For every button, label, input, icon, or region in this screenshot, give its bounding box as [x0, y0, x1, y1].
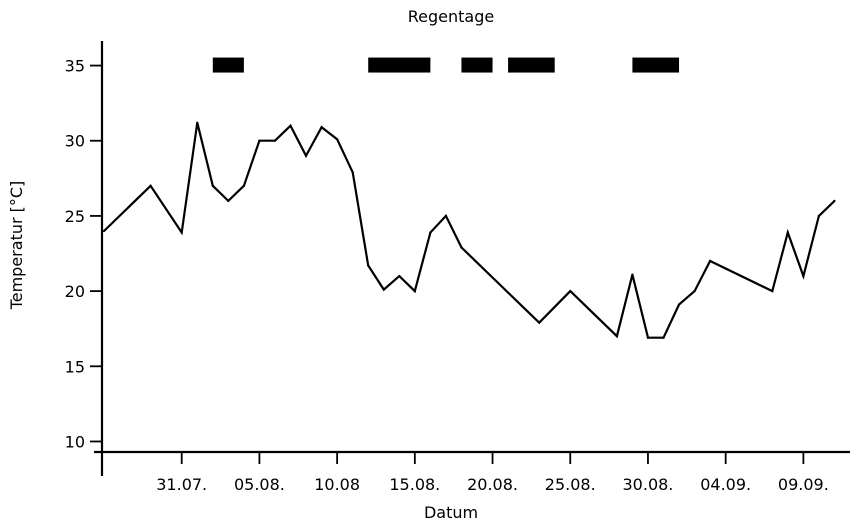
- x-axis: 31.07. 05.08. 10.08 15.08. 20.08. 25.08. 30.08…: [94, 450, 850, 494]
- rain-period-bar: [632, 57, 680, 73]
- data-point: [289, 124, 292, 127]
- data-point: [398, 274, 401, 278]
- rain-period-bar: [461, 57, 493, 73]
- data-point: [320, 126, 323, 129]
- data-point: [693, 290, 696, 293]
- data-point: [336, 138, 339, 141]
- data-point: [180, 231, 183, 234]
- data-point: [460, 246, 463, 249]
- data-point: [382, 288, 385, 291]
- data-point: [677, 303, 681, 306]
- data-point: [304, 154, 308, 157]
- data-point: [149, 184, 152, 187]
- y-axis: 10 15 20 25 30 35: [65, 41, 104, 476]
- x-tick-label: 30.08.: [623, 475, 674, 494]
- y-tick-label: 30: [65, 132, 85, 151]
- data-point: [786, 231, 789, 234]
- x-tick-label: 05.08.: [234, 475, 285, 494]
- y-tick-label: 15: [65, 357, 85, 376]
- data-point: [662, 336, 665, 339]
- rain-period-bar: [368, 57, 431, 73]
- data-point: [538, 321, 541, 324]
- data-point: [196, 121, 199, 124]
- data-point: [817, 214, 821, 218]
- data-point: [631, 273, 634, 276]
- rain-period-bar: [508, 57, 555, 73]
- x-tick-label: 04.09.: [700, 475, 751, 494]
- data-point: [413, 290, 416, 293]
- data-point: [771, 290, 774, 293]
- x-tick-label: 15.08.: [389, 475, 440, 494]
- data-point: [444, 214, 448, 218]
- temperature-points-group: [102, 121, 836, 339]
- data-point: [351, 171, 354, 174]
- data-point: [227, 199, 230, 202]
- y-tick-label: 25: [65, 207, 85, 226]
- x-tick-label: 20.08.: [467, 475, 518, 494]
- rain-days-label: Regentage: [408, 7, 494, 26]
- data-point: [802, 274, 805, 278]
- data-point: [367, 264, 370, 267]
- y-axis-title: Temperatur [°C]: [7, 181, 26, 311]
- data-point: [569, 290, 572, 293]
- data-point: [833, 199, 836, 202]
- x-axis-title: Datum: [424, 503, 478, 522]
- rain-period-bar: [212, 57, 244, 73]
- data-point: [242, 184, 245, 187]
- data-point: [211, 184, 214, 187]
- data-point: [615, 335, 618, 338]
- data-point: [429, 231, 432, 234]
- y-tick-label: 35: [65, 57, 85, 76]
- data-point: [102, 229, 106, 233]
- x-tick-label: 31.07.: [156, 475, 207, 494]
- data-point: [273, 139, 277, 142]
- x-tick-label: 09.09.: [778, 475, 829, 494]
- data-point: [646, 336, 650, 339]
- data-point: [709, 259, 712, 263]
- temperature-line: [103, 122, 836, 339]
- y-tick-label: 20: [65, 282, 85, 301]
- y-tick-label: 10: [65, 432, 85, 451]
- rain-bars-group: [212, 57, 680, 73]
- x-tick-label: 10.08: [314, 475, 360, 494]
- x-tick-label: 25.08.: [545, 475, 596, 494]
- data-point: [258, 139, 261, 142]
